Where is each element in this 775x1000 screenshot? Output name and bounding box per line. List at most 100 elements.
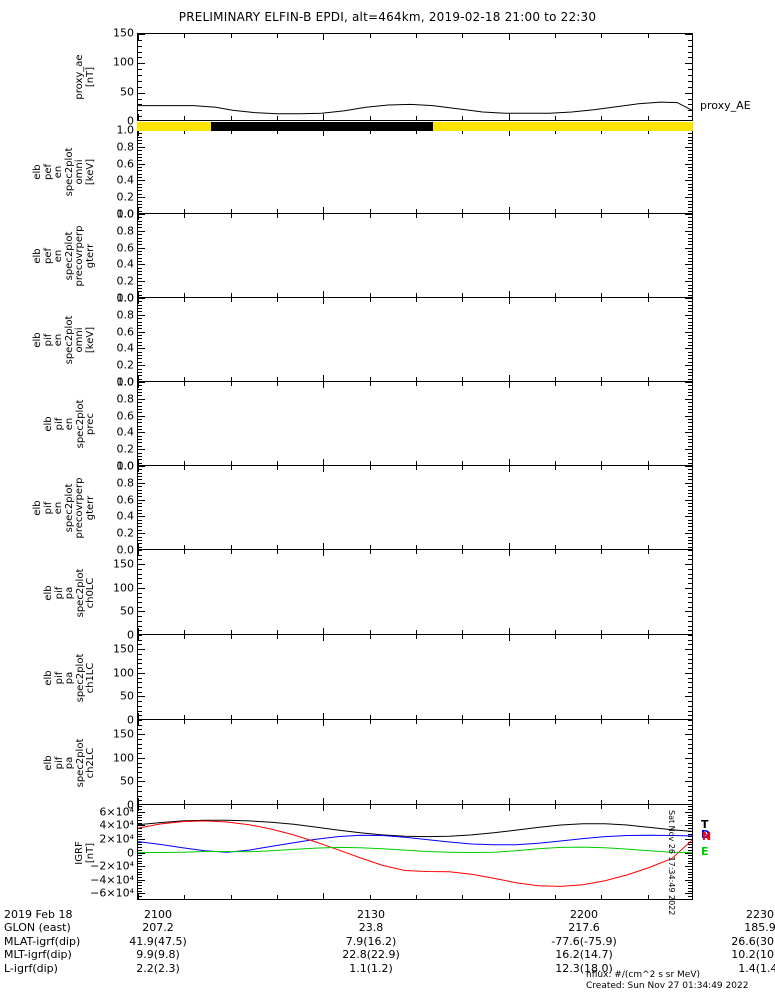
elb-pef-en-precovrperp-gterr-panel-y-minor-tick: [138, 294, 142, 296]
ephemeris-value: 7.9(16.2): [345, 934, 397, 948]
ephemeris-value: 2100: [144, 908, 172, 921]
axis-title-line: [nT]: [84, 842, 96, 863]
elb-pif-en-prec-panel-y-major-tick: [685, 432, 692, 434]
elb-pif-en-omni-panel-y-minor-tick: [138, 371, 142, 373]
elb-pef-en-precovrperp-gterr-panel-y-minor-tick: [688, 227, 692, 229]
igrf-panel-x-tick: [508, 893, 510, 899]
elb-pef-en-precovrperp-gterr-panel-y-minor-tick: [138, 277, 142, 279]
elb-pif-en-precovrperp-gterr-panel-y-tick-label: 0.2: [116, 526, 135, 540]
proxy_ae-panel: [137, 33, 693, 121]
elb-pif-en-omni-panel-y-tick-label: 0.4: [116, 341, 135, 355]
igrf-panel-x-tick: [555, 895, 556, 899]
igrf-panel-y-minor-tick: [138, 828, 142, 830]
elb-pef-en-omni-panel-y-minor-tick: [688, 136, 692, 138]
elb-pif-en-omni-panel-x-tick: [508, 375, 510, 381]
ephemeris-value: 2230: [746, 908, 774, 921]
igrf-legend-d: D: [701, 828, 711, 841]
igrf-panel-y-minor-tick: [688, 874, 692, 876]
elb-pif-pa-ch1lc-panel-y-tick-label: 0: [127, 713, 134, 727]
elb-pif-en-prec-panel-y-major-tick: [685, 382, 692, 383]
elb-pif-pa-ch0lc-panel-x-tick: [555, 630, 556, 634]
proxy_ae-panel-y-minor-tick: [138, 110, 142, 112]
elb-pif-en-omni-panel-x-tick: [555, 298, 556, 302]
axis-title-line: en: [53, 165, 64, 179]
elb-pif-en-prec-panel-x-tick: [416, 382, 417, 386]
igrf-panel-y-minor-tick: [138, 855, 142, 857]
elb-pif-pa-ch1lc-panel-x-tick: [138, 713, 139, 719]
igrf-panel-y-minor-tick: [138, 857, 142, 859]
elb-pif-pa-ch0lc-panel-y-tick-label: 150: [113, 557, 134, 571]
elb-pif-en-precovrperp-gterr-panel-y-minor-tick: [138, 469, 142, 471]
igrf-panel-y-major-tick: [685, 866, 692, 868]
elb-pif-pa-ch2lc-panel-x-tick: [508, 798, 510, 804]
elb-pif-pa-ch1lc-panel-y-minor-tick: [688, 691, 692, 693]
elb-pif-pa-ch0lc-panel-y-major-tick: [138, 587, 145, 589]
elb-pif-pa-ch0lc-panel-y-minor-tick: [138, 620, 142, 622]
elb-pif-pa-ch2lc-panel-y-major-tick: [138, 757, 145, 759]
igrf-series-N: [138, 820, 692, 887]
elb-pif-en-prec-panel-x-tick: [138, 382, 139, 388]
elb-pif-pa-ch2lc-panel-y-minor-tick: [688, 776, 692, 778]
igrf-panel-x-tick: [601, 805, 603, 809]
axis-title-line: ch2LC: [84, 747, 96, 778]
elb-pif-en-precovrperp-gterr-panel-x-tick: [416, 466, 417, 470]
elb-pif-en-prec-panel-x-tick: [601, 382, 603, 386]
elb-pif-en-prec-panel-x-tick: [647, 461, 649, 465]
elb-pif-pa-ch1lc-panel-x-tick: [230, 635, 232, 639]
elb-pif-pa-ch1lc-panel-y-minor-tick: [688, 668, 692, 670]
elb-pif-en-omni-panel-y-minor-tick: [688, 375, 692, 377]
elb-pef-en-omni-panel-x-tick: [508, 130, 510, 136]
proxy_ae-panel-y-minor-tick: [688, 39, 692, 41]
elb-pif-en-omni-panel-y-minor-tick: [138, 351, 142, 353]
elb-pif-en-precovrperp-gterr-panel-y-tick-label: 0.0: [116, 543, 135, 557]
elb-pif-en-prec-panel-y-minor-tick: [688, 395, 692, 397]
elb-pif-en-precovrperp-gterr-panel-y-minor-tick: [688, 543, 692, 545]
igrf-panel-y-minor-tick: [688, 814, 692, 816]
elb-pef-en-precovrperp-gterr-panel-y-minor-tick: [688, 234, 692, 236]
elb-pef-en-omni-panel-y-major-tick: [138, 163, 145, 165]
elb-pif-pa-ch0lc-panel-y-minor-tick: [138, 630, 142, 632]
elb-pif-pa-ch0lc-panel-y-tick-label: 50: [120, 604, 134, 618]
elb-pif-pa-ch1lc-panel-y-minor-tick: [688, 663, 692, 665]
elb-pif-pa-ch1lc-panel-y-minor-tick: [138, 635, 142, 636]
elb-pef-en-precovrperp-gterr-panel-x-tick: [416, 214, 417, 218]
elb-pef-en-precovrperp-gterr-panel-y-minor-tick: [138, 291, 142, 293]
elb-pif-pa-ch1lc-panel-y-major-tick: [138, 696, 145, 698]
proxy_ae-panel-y-minor-tick: [688, 104, 692, 106]
elb-pif-en-prec-panel-y-minor-tick: [688, 388, 692, 390]
elb-pef-en-precovrperp-gterr-panel-y-minor-tick: [138, 257, 142, 259]
igrf-series-T: [138, 819, 692, 838]
elb-pif-en-prec-panel-x-tick: [277, 382, 278, 386]
elb-pif-pa-ch2lc-panel-y-minor-tick: [138, 720, 142, 721]
elb-pif-en-omni-panel-y-major-tick: [138, 348, 145, 350]
elb-pif-pa-ch2lc-panel-y-minor-tick: [688, 790, 692, 792]
ephemeris-value: 1.1(1.2): [349, 961, 393, 975]
elb-pif-en-prec-panel-y-minor-tick: [138, 418, 142, 420]
elb-pif-en-precovrperp-gterr-panel-y-minor-tick: [138, 502, 142, 504]
elb-pif-pa-ch2lc-panel-y-minor-tick: [688, 767, 692, 769]
elb-pef-en-precovrperp-gterr-panel-x-tick: [555, 293, 556, 297]
igrf-panel-y-minor-tick: [138, 806, 142, 808]
igrf-panel-y-minor-tick: [138, 876, 142, 878]
elb-pif-en-prec-panel-y-major-tick: [138, 432, 145, 434]
elb-pif-en-prec-panel-y-tick-label: 0.2: [116, 442, 135, 456]
elb-pef-en-precovrperp-gterr-panel-y-minor-tick: [688, 217, 692, 219]
elb-pif-en-omni-panel-x-tick: [555, 377, 556, 381]
elb-pif-pa-ch0lc-panel-x-tick: [508, 550, 510, 556]
elb-pef-en-omni-panel-y-minor-tick: [688, 170, 692, 172]
elb-pef-en-precovrperp-gterr-panel-y-major-tick: [685, 247, 692, 249]
elb-pif-en-precovrperp-gterr-panel-x-tick: [230, 545, 232, 549]
elb-pef-en-precovrperp-gterr-panel-y-major-tick: [138, 230, 145, 232]
axis-title-line: precovrperp: [74, 477, 85, 539]
elb-pef-en-precovrperp-gterr-panel-y-major-tick: [138, 214, 145, 215]
elb-pef-en-precovrperp-gterr-panel: [137, 214, 693, 298]
elb-pif-en-precovrperp-gterr-panel-y-minor-tick: [138, 526, 142, 528]
elb-pif-pa-ch0lc-panel-y-minor-tick: [138, 583, 142, 585]
axis-title-line: en: [53, 249, 64, 263]
elb-pif-pa-ch0lc-panel-x-tick: [601, 630, 603, 634]
elb-pif-pa-ch2lc-panel-x-tick: [416, 720, 417, 724]
axis-title-line: precovrperp: [74, 225, 85, 287]
elb-pef-en-omni-panel-x-tick: [601, 209, 603, 213]
elb-pef-en-precovrperp-gterr-panel-x-tick: [462, 293, 464, 297]
elb-pif-en-omni-panel-y-tick-label: 0.2: [116, 358, 135, 372]
